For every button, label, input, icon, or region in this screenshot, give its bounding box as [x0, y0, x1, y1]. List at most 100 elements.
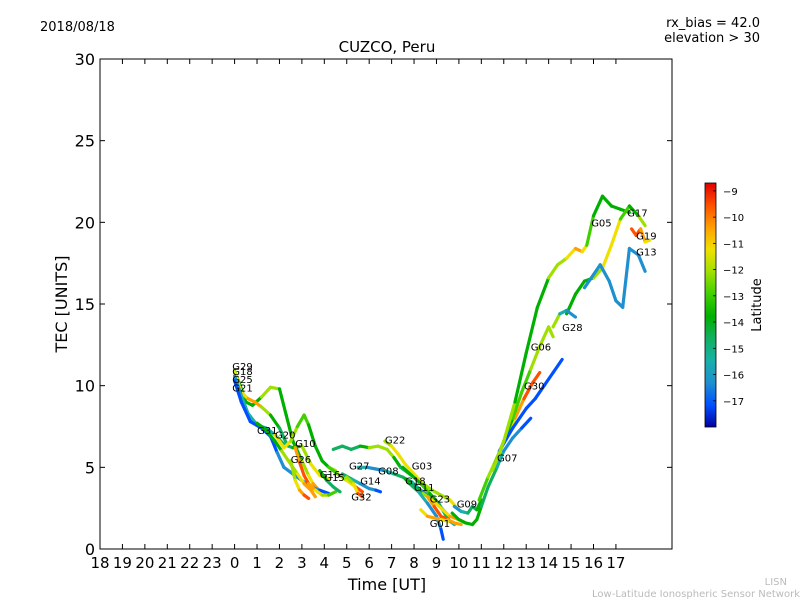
elevation-label: elevation > 30: [664, 31, 760, 46]
track-segment: [255, 421, 268, 432]
track-segment: [542, 371, 555, 388]
x-tick-label: 4: [320, 554, 330, 572]
x-tick-label: 13: [517, 554, 536, 572]
track-segment: [309, 462, 322, 478]
track-segment: [535, 276, 551, 309]
track-segment: [495, 449, 506, 469]
track-segment: [401, 465, 414, 478]
satellite-label: G08: [378, 467, 398, 478]
x-tick-label: 23: [203, 554, 222, 572]
satellite-label: G17: [627, 209, 647, 220]
track-segment: [313, 444, 324, 463]
y-axis-ticks: 0 5 10 15 20 25 30: [75, 50, 672, 559]
x-tick-label: 14: [539, 554, 558, 572]
track-segment: [295, 472, 306, 486]
track-segment: [555, 256, 569, 267]
track-segment: [264, 428, 277, 443]
track-segment: [636, 214, 647, 228]
track-segment: [638, 227, 647, 244]
track-segment: [538, 325, 551, 349]
colorbar-tick-label: −9: [723, 187, 738, 198]
y-axis-label: TEC [UNITS]: [52, 256, 71, 354]
track-segment: [302, 493, 311, 500]
track-segment: [318, 488, 331, 496]
x-tick-label: 18: [90, 554, 109, 572]
track-segment: [529, 344, 542, 371]
colorbar-gradient: [704, 182, 717, 428]
track-segment: [358, 482, 371, 491]
x-tick-label: 9: [432, 554, 442, 572]
track-segment: [636, 253, 647, 273]
plot-frame: [99, 58, 673, 550]
track-segment: [327, 465, 340, 476]
x-tick-label: 17: [606, 554, 625, 572]
x-tick-label: 19: [113, 554, 132, 572]
track-segment: [309, 488, 317, 499]
track-segment: [408, 482, 421, 494]
colorbar-ticks: −9 −10 −11 −12 −13 −14 −15 −16 −17: [713, 187, 744, 408]
satellite-label: G18: [405, 476, 425, 487]
track-segment: [600, 194, 614, 208]
track-segment: [475, 504, 483, 522]
track-segment: [546, 325, 555, 339]
satellite-label: G10: [295, 439, 315, 450]
track-segment: [621, 246, 632, 309]
satellite-label: G14: [360, 476, 380, 487]
track-segment: [280, 449, 290, 463]
satellite-label: G28: [562, 323, 582, 334]
track-segment: [511, 406, 528, 430]
satellite-label: G25: [232, 375, 252, 386]
track-segment: [385, 447, 396, 460]
x-tick-label: 5: [342, 554, 352, 572]
footer-network: Low-Latitude Ionospheric Sensor Network: [592, 589, 800, 600]
satellite-label: G06: [531, 343, 551, 354]
track-segment: [513, 397, 526, 420]
x-tick-label: 3: [297, 554, 307, 572]
track-segment: [643, 238, 652, 244]
track-segment: [524, 305, 540, 355]
x-tick-label: 12: [494, 554, 513, 572]
track-segment: [618, 204, 632, 221]
track-segment: [259, 385, 273, 399]
track-segment: [392, 455, 403, 469]
track-segment: [430, 498, 443, 510]
track-segment: [289, 424, 299, 443]
track-segment: [439, 527, 445, 541]
x-tick-label: 15: [562, 554, 581, 572]
track-segment: [421, 482, 434, 492]
satellite-label: G11: [414, 483, 434, 494]
track-segment: [233, 374, 243, 398]
satellite-label: G31: [257, 426, 277, 437]
satellite-label: G07: [497, 454, 517, 465]
track-segment: [522, 380, 535, 401]
track-segment: [627, 246, 641, 257]
track-segment: [318, 469, 329, 482]
track-segment: [277, 426, 288, 445]
track-segment: [591, 266, 605, 280]
track-segment: [591, 194, 605, 218]
track-segment: [259, 405, 273, 417]
y-tick-label: 25: [75, 132, 95, 151]
track-segment: [546, 263, 560, 280]
track-segment: [475, 498, 483, 512]
track-segment: [524, 397, 537, 411]
y-tick-label: 0: [85, 540, 95, 559]
satellite-label: G18: [232, 367, 252, 378]
track-segment: [273, 433, 286, 450]
track-segment: [502, 400, 517, 443]
track-segment: [289, 459, 297, 482]
satellite-label: G26: [291, 455, 311, 466]
rx-bias-label: rx_bias = 42.0: [666, 16, 760, 31]
track-segment: [295, 413, 306, 429]
track-segment: [511, 390, 524, 420]
colorbar-tick-label: −10: [723, 213, 744, 224]
track-segment: [551, 357, 564, 375]
satellite-label: G21: [232, 383, 252, 394]
track-segment: [627, 204, 641, 218]
track-segment: [564, 246, 578, 260]
satellite-label: G20: [275, 431, 295, 442]
track-segment: [452, 521, 463, 527]
track-segment: [410, 473, 423, 486]
x-axis-ticks: 18 19 20 21 22 23 0 1 2 3 4 5 6 7 8 9 10 11 12 13 14 15 16 17: [90, 59, 625, 572]
track-segment: [327, 490, 338, 497]
